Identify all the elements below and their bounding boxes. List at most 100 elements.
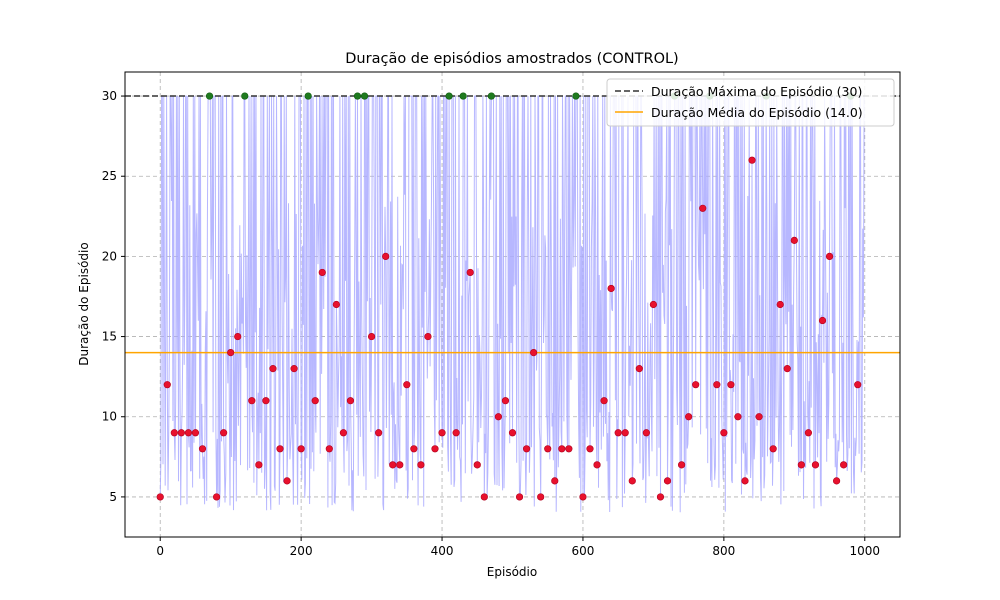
sample-point	[783, 365, 791, 373]
x-axis-ticks: 0 200 400 600 800 1000	[156, 537, 880, 558]
x-axis-label: Episódio	[487, 565, 537, 579]
sample-point	[480, 493, 488, 501]
sample-point	[452, 429, 460, 437]
sample-point	[663, 477, 672, 485]
plot-frame	[124, 71, 901, 538]
success-point	[360, 92, 369, 100]
sample-point	[818, 316, 827, 325]
y-tick-label: 15	[102, 330, 117, 344]
sample-point	[727, 381, 735, 389]
sample-point	[403, 381, 411, 389]
success-point	[459, 92, 467, 100]
sample-point	[177, 429, 185, 437]
sample-point	[382, 252, 390, 260]
sample-point	[734, 413, 742, 421]
sample-point	[417, 461, 425, 469]
sample-point	[389, 461, 397, 469]
sample-point	[494, 413, 503, 421]
sample-point	[346, 397, 355, 405]
legend: Duração Máxima do Episódio (30) Duração …	[606, 78, 895, 127]
sample-point	[628, 477, 636, 485]
sample-point	[170, 429, 178, 437]
y-tick-label: 30	[102, 89, 117, 103]
y-axis-ticks: 5 10 15 20 25 30	[102, 89, 125, 504]
sample-point	[396, 461, 404, 469]
sample-point	[227, 349, 235, 357]
sample-point	[339, 429, 348, 437]
sample-point	[311, 397, 319, 405]
sample-point	[579, 493, 587, 501]
sample-point	[537, 493, 545, 501]
sample-point	[685, 413, 693, 421]
sample-point	[832, 477, 841, 485]
sample-point	[840, 461, 848, 469]
success-point	[304, 92, 312, 100]
sample-point	[431, 445, 439, 453]
sample-point	[410, 445, 418, 453]
sample-point	[797, 461, 805, 469]
sample-point	[297, 445, 305, 453]
sample-point	[212, 493, 221, 501]
sample-point	[473, 461, 481, 469]
sample-point	[220, 429, 228, 437]
sample-point	[184, 429, 193, 437]
success-point	[572, 92, 580, 100]
x-tick-label: 0	[156, 544, 164, 558]
sample-point	[269, 365, 277, 373]
sample-point	[677, 461, 686, 469]
sample-point	[508, 429, 517, 437]
sample-point	[248, 397, 256, 405]
x-tick-label: 800	[712, 544, 735, 558]
success-point	[205, 92, 214, 100]
sample-point	[544, 445, 552, 453]
sample-point	[522, 445, 531, 453]
sample-point	[375, 429, 383, 437]
sample-point	[332, 300, 340, 309]
sample-point	[466, 268, 474, 277]
sample-point	[776, 300, 784, 309]
sample-point	[551, 477, 559, 485]
legend-max-label: Duração Máxima do Episódio (30)	[651, 84, 862, 99]
success-point	[487, 92, 495, 100]
sample-point	[515, 493, 524, 501]
sample-point	[720, 429, 728, 437]
sample-point	[642, 429, 650, 437]
sample-point	[325, 445, 333, 453]
y-tick-label: 5	[109, 490, 117, 504]
sample-point	[699, 204, 707, 212]
legend-mean-label: Duração Média do Episódio (14.0)	[651, 105, 863, 120]
sample-point	[600, 397, 608, 405]
sample-point	[565, 445, 573, 453]
chart-title: Duração de episódios amostrados (CONTROL…	[345, 51, 678, 67]
sample-point	[530, 349, 538, 357]
y-tick-label: 10	[102, 410, 117, 424]
sample-point	[713, 381, 721, 389]
sample-point	[769, 445, 777, 453]
sample-point	[635, 365, 643, 373]
sample-point	[234, 332, 242, 341]
sample-point	[283, 477, 291, 485]
sample-point	[255, 461, 263, 469]
success-point	[241, 92, 249, 100]
sample-point	[692, 381, 700, 389]
sample-point	[290, 365, 298, 373]
sample-point	[607, 284, 615, 293]
success-point	[445, 92, 453, 100]
sample-point	[501, 397, 510, 405]
sample-point	[825, 252, 834, 260]
sample-point	[586, 445, 594, 453]
x-tick-label: 400	[431, 544, 454, 558]
sample-point	[854, 381, 862, 389]
sample-point	[649, 300, 658, 309]
x-tick-label: 600	[572, 544, 595, 558]
sample-point	[198, 445, 207, 453]
success-point	[353, 92, 362, 100]
sample-point	[163, 381, 171, 389]
sample-point	[614, 429, 622, 437]
y-tick-label: 20	[102, 249, 117, 263]
sample-point	[656, 493, 665, 501]
sample-point	[593, 461, 601, 469]
sample-point	[558, 445, 566, 453]
sample-point	[741, 477, 749, 485]
sample-point	[621, 429, 629, 437]
